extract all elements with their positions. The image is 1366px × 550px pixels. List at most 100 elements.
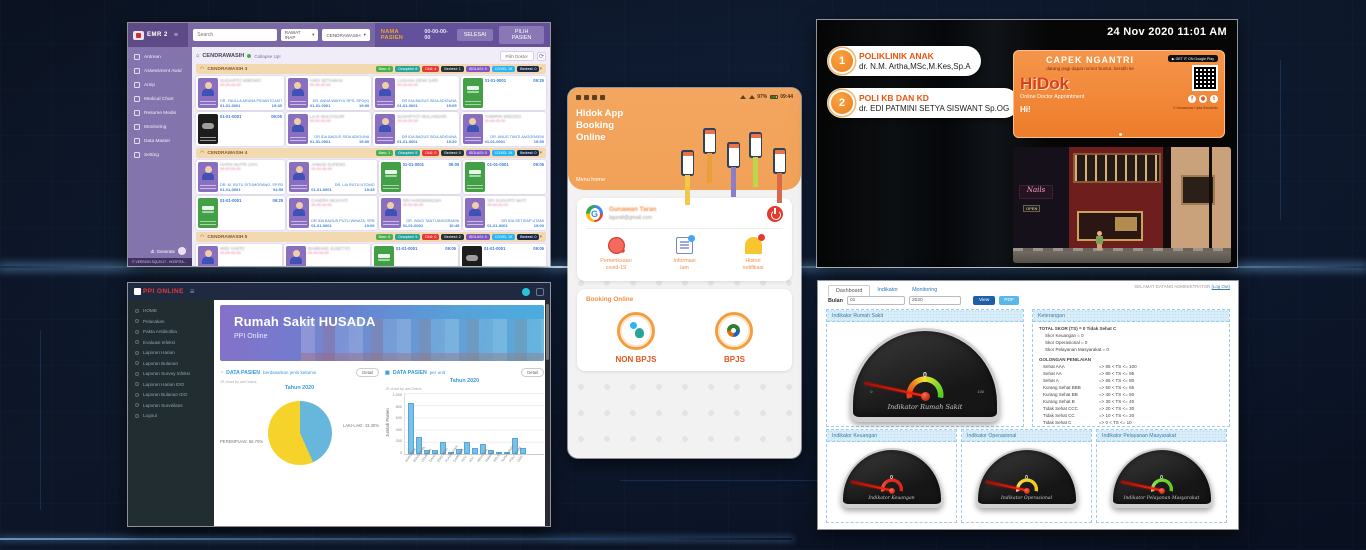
status-badge: Baru: 1	[375, 150, 394, 156]
x-tick: KENANGA	[476, 447, 489, 463]
patient-id: 00-00-00-00	[311, 167, 332, 171]
sidebar-item[interactable]: Data Master	[128, 134, 192, 148]
detail-button[interactable]: Detail	[521, 368, 544, 377]
patient-card[interactable]: AHMAD SUPENO 00-00-00-00 DR. LIA RUTU UT…	[287, 160, 377, 194]
status-badge: Bedrest: 2	[441, 234, 464, 240]
sidebar-item[interactable]: Setting	[128, 148, 192, 162]
admit-time: 10:45	[449, 223, 460, 228]
detail-button[interactable]: Detail	[356, 368, 379, 377]
tab-indikator[interactable]: Indikator	[877, 287, 899, 293]
logout-icon[interactable]	[536, 287, 544, 296]
logout-power-button[interactable]	[767, 205, 783, 222]
patient-card[interactable]: 01-01-0001 09:05	[378, 160, 462, 194]
ward-type-select[interactable]: RAWAT INAP ▾	[280, 29, 319, 41]
patient-card[interactable]: SUGIARTO WIBOWO 00-00-00-00 DR. FAULLA A…	[196, 76, 284, 110]
patient-card[interactable]: 01-01-0001 09:05	[460, 244, 546, 266]
hamburger-icon[interactable]: ≡	[189, 287, 195, 296]
hero-banner: Rumah Sakit HUSADA PPI Online	[220, 305, 544, 361]
logout-link[interactable]: (Log Out)	[1211, 284, 1230, 289]
scrollbar-thumb[interactable]	[546, 304, 549, 360]
gender-pie-chart[interactable]	[267, 401, 332, 465]
search-input[interactable]	[193, 29, 277, 41]
view-button[interactable]: View	[972, 296, 996, 305]
mobile-menu-item[interactable]: Informasi lain	[659, 235, 711, 272]
sidebar-item[interactable]: Laporan Harian	[135, 350, 207, 355]
hamburger-icon[interactable]: ≡	[173, 31, 178, 39]
patient-card[interactable]: 01-01-0001 09:05	[196, 112, 284, 146]
patient-card[interactable]: SRI HARDININGSIH 00-00-00-00 DR. WAGI TA…	[378, 196, 462, 230]
patient-card[interactable]: ANDI SETIAWAN 00-00-00-00 DR. ANNA WAHYU…	[285, 76, 372, 110]
patient-card[interactable]: WIDI YANTO 00-00-00-00 DR AA BAGUS DHARM…	[196, 244, 282, 266]
shop-window	[1077, 211, 1143, 241]
sidebar-item[interactable]: Monitoring	[128, 120, 192, 134]
doctor-filter-select[interactable]: Pilih Dokter	[499, 51, 534, 61]
hidok-brand: HiDok	[1020, 73, 1070, 93]
patient-card[interactable]: LILIS MULYASARI 00-00-00-00 DR IDA BAGUS…	[285, 112, 372, 146]
sidebar-item[interactable]: Pakta Antibiotika	[135, 329, 207, 334]
finish-button[interactable]: SELESAI	[456, 29, 494, 41]
sidebar-item[interactable]: Resume Medis	[128, 106, 192, 120]
booking-option[interactable]: NON BPJS	[616, 312, 656, 364]
score-line: Skor Operasional = 0	[1045, 339, 1088, 345]
ward-select[interactable]: CENDRAWASIH ▾	[322, 29, 370, 41]
sidebar-item[interactable]: Antrean	[128, 50, 192, 64]
patient-name: LILIS MULYASARI	[309, 114, 345, 119]
avatar[interactable]	[522, 287, 530, 296]
patient-card[interactable]: 01-01-0001 09:05	[372, 244, 458, 266]
sidebar-item[interactable]: Laporan Harian IDO	[135, 382, 207, 387]
patient-card[interactable]: 01-01-0001 09:25	[196, 196, 286, 230]
sidebar-item[interactable]: Laporan Surveilans	[135, 403, 207, 408]
chevron-down-icon[interactable]: ▾	[539, 66, 542, 72]
patient-card[interactable]: SUHARTATI WULANDARI 00-00-00-00 DR IDA B…	[373, 112, 459, 146]
pick-patient-button[interactable]: PILIH PASIEN	[499, 26, 544, 44]
chevron-down-icon[interactable]: ▾	[539, 150, 542, 156]
tab-monitoring[interactable]: Monitoring	[912, 287, 938, 293]
sidebar-item[interactable]: Pelacakan	[135, 319, 207, 324]
sidebar-item-icon	[134, 152, 140, 158]
scrollbar[interactable]	[545, 300, 550, 526]
patient-card[interactable]: CANDRA WIJAYATI 00-00-00-00 DR IDA BAGUS…	[287, 196, 377, 230]
google-play-badge[interactable]: ▶ GET IT ON Google Play	[1167, 55, 1218, 62]
sidebar-item[interactable]: Arsip	[128, 78, 192, 92]
sidebar-item[interactable]: Logout	[135, 413, 207, 418]
sidebar-item[interactable]: HOME	[135, 308, 207, 313]
admit-date: 01-01-0001	[484, 139, 506, 144]
mobile-menu-item[interactable]: Pemeriksaan covid-19	[590, 237, 642, 272]
patient-card[interactable]: LUSIANA DEWI SARI 00-00-00-00 DR IDA BAG…	[373, 76, 459, 110]
pdf-button[interactable]: PDF	[999, 296, 1019, 305]
unit-bar-chart[interactable]	[404, 393, 544, 455]
sidebar-item-label: Data Master	[144, 138, 171, 144]
collapse-link[interactable]: Collapse Up!	[254, 53, 281, 59]
patient-card[interactable]: TOMIRIN WIDODO 00-00-00-00 DR. ANUG TANT…	[460, 112, 546, 146]
booking-option[interactable]: BPJS	[715, 312, 754, 364]
y-tick: 600	[395, 416, 402, 421]
mobile-menu-item[interactable]: Histori notifikasi	[727, 234, 779, 272]
sidebar-item[interactable]: Laporan Bulanan	[135, 361, 207, 366]
y-axis-ticks: 1,000 800 600 400 200 0	[390, 393, 404, 455]
status-badge: COVID: 19	[491, 234, 516, 240]
home-icon: ⌂	[196, 53, 200, 59]
patient-card[interactable]: SRI SUGIARTI WATI 00-00-00-00 DR IDA SET…	[463, 196, 546, 230]
ad-subtext: datang pagi dapat nomor buntut, beralih …	[1046, 66, 1134, 71]
refresh-icon[interactable]: ⟳	[537, 51, 546, 61]
circuit-line	[1280, 60, 1281, 220]
year-input[interactable]	[908, 296, 961, 305]
emr-user[interactable]: dr. Generate	[128, 244, 192, 258]
patient-card[interactable]: HARIS NUTRI JAYA 00-00-00-00 DR. M. RUTU…	[196, 160, 286, 194]
bar	[456, 448, 462, 454]
sidebar-item[interactable]: Assessment Awal	[128, 64, 192, 78]
chevron-down-icon[interactable]: ▾	[539, 234, 542, 240]
patient-card[interactable]: BAMBANG SUSETYO 00-00-00-00 DR IDA BAGUS…	[284, 244, 370, 266]
month-input[interactable]	[846, 296, 905, 305]
sidebar-item[interactable]: Medical Chart	[128, 92, 192, 106]
sidebar-item-icon	[135, 340, 139, 344]
sidebar-item[interactable]: Laporan Survey Infeksi	[135, 371, 207, 376]
bed-avatar-tile	[198, 198, 218, 228]
sidebar-item[interactable]: Evaluasi Infeksi	[135, 340, 207, 345]
patient-card[interactable]: 01-01-0001 09:05	[463, 160, 546, 194]
sidebar-item[interactable]: Laporan Bulanan IDO	[135, 392, 207, 397]
patient-card[interactable]: 01-01-0001 09:25	[460, 76, 546, 110]
